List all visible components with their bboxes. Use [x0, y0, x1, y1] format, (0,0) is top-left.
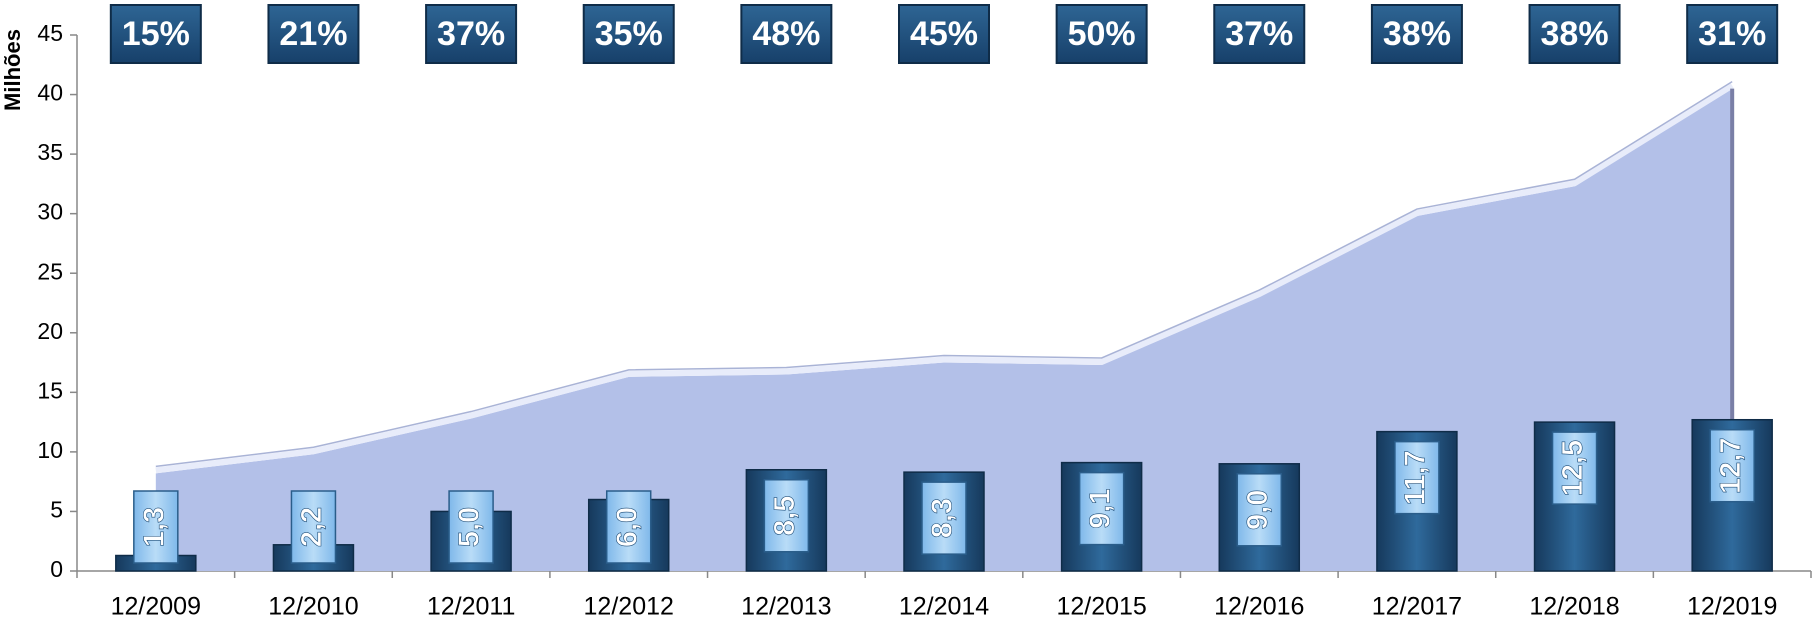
x-tick-label: 12/2012 [584, 593, 674, 621]
bar-label-box [1551, 431, 1598, 505]
bar-label-box [1709, 428, 1755, 503]
x-tick-label: 12/2019 [1687, 593, 1777, 621]
area-edge [155, 83, 1734, 474]
y-tick-label: 35 [37, 139, 63, 165]
bar-value-label: 11,7 [1400, 450, 1432, 505]
percentage-box [582, 4, 675, 64]
bar-label-box [1236, 473, 1283, 547]
percentage-box [1055, 4, 1148, 64]
x-tick-label: 12/2010 [268, 593, 358, 621]
y-tick-label: 30 [37, 199, 63, 225]
percentage-box [898, 4, 990, 64]
y-tick-label: 20 [37, 318, 63, 344]
y-tick-label: 40 [37, 80, 63, 106]
x-tick-label: 12/2013 [741, 593, 831, 621]
percentage-label: 35% [595, 15, 663, 53]
bar-value-label: 8,3 [927, 498, 959, 538]
percentage-box [740, 4, 833, 64]
bar-label-box [133, 490, 179, 564]
percentage-box [267, 4, 360, 64]
percentage-label: 48% [752, 15, 820, 53]
x-tick-label: 12/2016 [1214, 593, 1304, 621]
bar-label-box [1078, 471, 1125, 546]
y-tick-label: 10 [37, 437, 63, 463]
percentage-label: 21% [279, 15, 347, 53]
percentage-box [1528, 4, 1621, 64]
x-tick-label: 12/2018 [1529, 593, 1619, 621]
bar-label-box [290, 490, 337, 564]
x-tick-label: 12/2009 [111, 593, 201, 621]
bar-label-box [921, 481, 967, 555]
percentage-label: 37% [437, 15, 505, 53]
x-tick-label: 12/2015 [1056, 593, 1146, 621]
percentage-label: 15% [122, 15, 190, 53]
y-tick-label: 45 [37, 20, 63, 46]
bar-value-label: 12,7 [1715, 438, 1747, 494]
percentage-box [425, 4, 518, 64]
bar-value-label: 12,5 [1557, 440, 1589, 496]
bar-value-label: 6,0 [611, 507, 643, 547]
percentage-label: 45% [910, 15, 978, 53]
bar-value-label: 5,0 [454, 507, 486, 547]
percentage-box [1370, 4, 1463, 64]
bar-label-box [448, 490, 494, 564]
percentage-box [109, 4, 202, 64]
percentage-label: 38% [1541, 15, 1609, 53]
y-tick-label: 15 [37, 377, 63, 403]
bar-value-label: 9,1 [1084, 488, 1116, 528]
area [155, 88, 1733, 571]
bar-value-label: 2,2 [296, 507, 328, 547]
bar-label-box [763, 479, 810, 553]
percentage-box [1213, 4, 1306, 64]
x-tick-label: 12/2017 [1372, 593, 1462, 621]
y-axis-title: Milhões [0, 29, 25, 111]
percentage-box [1686, 4, 1779, 64]
percentage-label: 31% [1698, 15, 1766, 53]
percentage-label: 38% [1383, 15, 1451, 53]
bar-value-label: 8,5 [769, 496, 801, 536]
bar-label-box [1394, 440, 1440, 515]
bar-value-label: 9,0 [1242, 490, 1274, 530]
percentage-label: 50% [1068, 15, 1136, 53]
x-tick-label: 12/2011 [427, 593, 516, 621]
y-tick-label: 0 [50, 556, 63, 582]
bar-value-label: 1,3 [138, 507, 170, 547]
y-tick-label: 5 [50, 497, 63, 523]
percentage-label: 37% [1225, 15, 1293, 53]
area-edge-outline [155, 80, 1733, 468]
bar [745, 469, 828, 572]
y-tick-label: 25 [37, 258, 63, 284]
bar-label-box [605, 490, 652, 564]
x-tick-label: 12/2014 [899, 593, 989, 621]
